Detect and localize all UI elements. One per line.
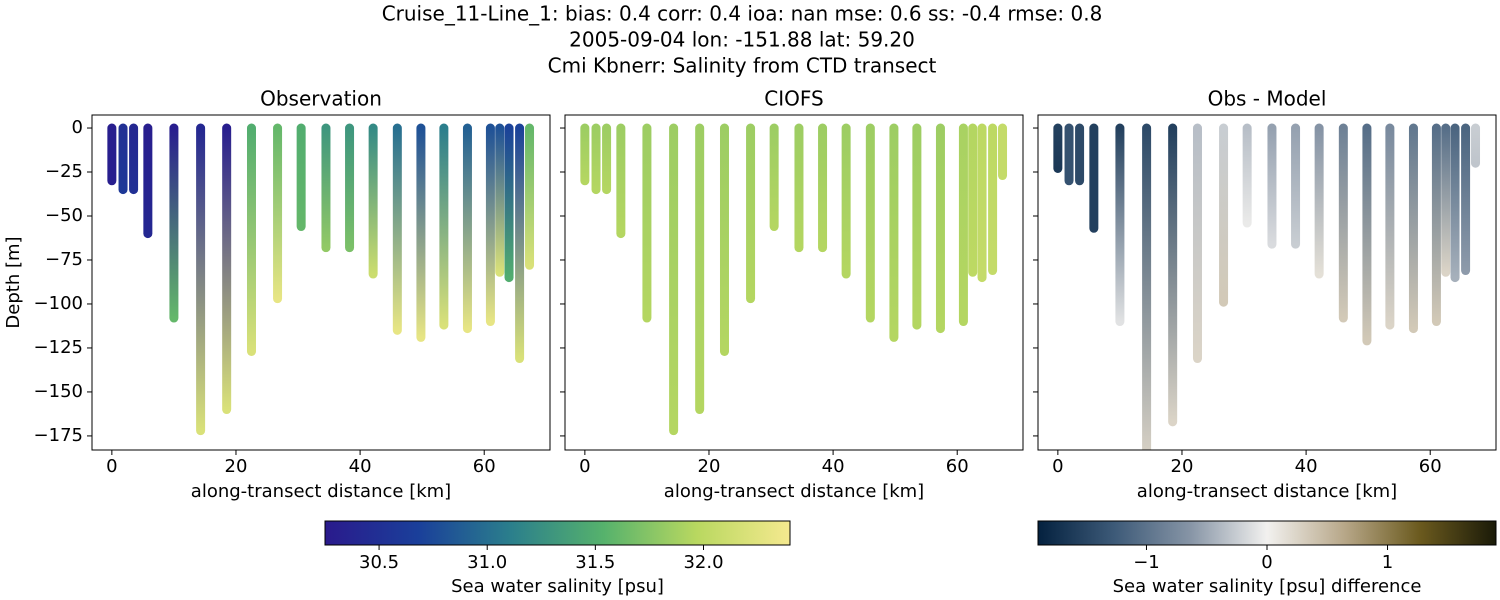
colorbar-tick-label: −1 xyxy=(1133,552,1160,573)
y-tick-label: −50 xyxy=(45,205,83,226)
colorbar-label: Sea water salinity [psu] xyxy=(451,576,664,597)
axes-frame xyxy=(1037,114,1497,451)
colorbar-tick-label: 1 xyxy=(1382,552,1393,573)
y-tick-label: −75 xyxy=(45,249,83,270)
y-tick-label: −150 xyxy=(34,381,83,402)
x-tick-label: 60 xyxy=(1419,456,1442,477)
x-axis-label: along-transect distance [km] xyxy=(191,481,451,502)
x-tick-label: 40 xyxy=(1295,456,1318,477)
colorbar-tick-label: 31.5 xyxy=(575,552,615,573)
x-tick-label: 20 xyxy=(698,456,721,477)
profiles xyxy=(1053,123,1481,450)
figure-subtitle: 2005-09-04 lon: -151.88 lat: 59.20 xyxy=(569,28,915,52)
x-tick-label: 40 xyxy=(349,456,372,477)
y-tick-label: −175 xyxy=(34,425,83,446)
panel-title: CIOFS xyxy=(764,87,823,111)
colorbar-tick-label: 31.0 xyxy=(467,552,507,573)
x-axis-label: along-transect distance [km] xyxy=(1137,481,1397,502)
colorbar xyxy=(1037,520,1497,546)
axes-frame xyxy=(564,114,1024,451)
x-tick-label: 0 xyxy=(106,456,117,477)
figure-subtitle: Cmi Kbnerr: Salinity from CTD transect xyxy=(548,54,937,78)
x-tick-label: 0 xyxy=(1052,456,1063,477)
x-axis-label: along-transect distance [km] xyxy=(664,481,924,502)
axes-frame xyxy=(91,114,551,451)
panel-title: Obs - Model xyxy=(1208,87,1327,111)
colorbar xyxy=(324,520,791,546)
colorbar-tick-label: 0 xyxy=(1261,552,1272,573)
y-tick-label: −25 xyxy=(45,161,83,182)
y-tick-label: −125 xyxy=(34,337,83,358)
x-tick-label: 40 xyxy=(822,456,845,477)
x-tick-label: 60 xyxy=(946,456,969,477)
colorbar-label: Sea water salinity [psu] difference xyxy=(1113,576,1422,597)
x-tick-label: 20 xyxy=(1171,456,1194,477)
colorbar-tick-label: 32.0 xyxy=(683,552,723,573)
colorbar-tick-label: 30.5 xyxy=(359,552,399,573)
x-tick-label: 60 xyxy=(473,456,496,477)
y-axis-label: Depth [m] xyxy=(3,236,24,328)
x-tick-label: 20 xyxy=(225,456,248,477)
x-tick-label: 0 xyxy=(579,456,590,477)
panel-title: Observation xyxy=(260,87,382,111)
y-tick-label: 0 xyxy=(72,117,83,138)
y-tick-label: −100 xyxy=(34,293,83,314)
profiles xyxy=(107,123,535,436)
figure-title: Cruise_11-Line_1: bias: 0.4 corr: 0.4 io… xyxy=(382,2,1103,26)
profiles xyxy=(580,123,1008,436)
